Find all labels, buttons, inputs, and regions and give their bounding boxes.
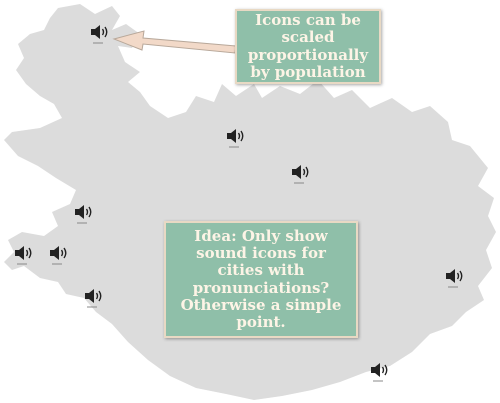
speaker-icon[interactable] [47,241,71,265]
speaker-icon[interactable] [224,124,248,148]
speaker-icon[interactable] [12,241,36,265]
note-scaling: Icons can be scaled proportionally by po… [235,9,381,84]
speaker-icon[interactable] [82,284,106,308]
iceland-landmass [4,4,496,400]
note-idea: Idea: Only show sound icons for cities w… [164,221,358,338]
speaker-icon[interactable] [443,264,467,288]
speaker-icon[interactable] [72,200,96,224]
speaker-icon[interactable] [88,20,112,44]
speaker-icon[interactable] [368,358,392,382]
pointer-arrow [112,30,237,54]
speaker-icon[interactable] [289,160,313,184]
